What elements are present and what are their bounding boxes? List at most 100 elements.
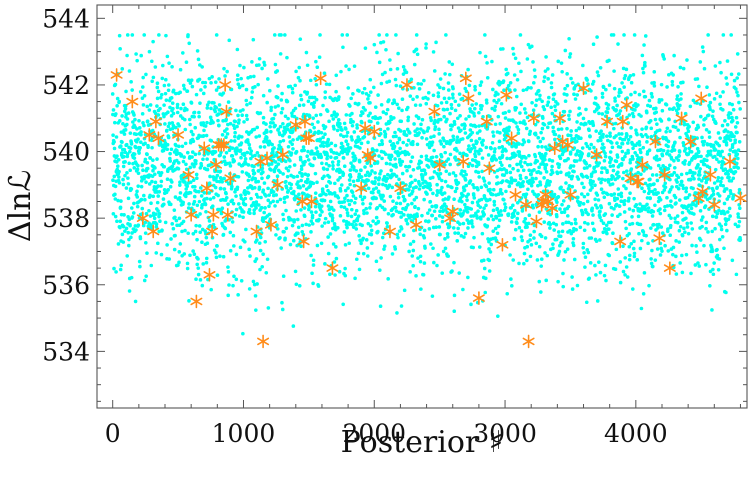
data-point [305,177,310,182]
data-point [128,131,133,135]
data-point [164,98,169,102]
asterisk-point [300,131,313,146]
data-point [536,88,541,93]
data-point [121,177,125,182]
data-point [719,165,724,170]
data-point [247,207,252,212]
data-point [341,302,345,307]
data-point [429,135,433,140]
data-point [267,88,272,93]
data-point [159,179,164,184]
data-point [193,185,197,189]
data-point [349,214,354,219]
data-point [417,165,422,170]
data-point [256,169,261,173]
data-point [175,148,179,153]
data-point [197,110,201,115]
data-point [622,137,627,142]
data-point [711,272,716,277]
data-point [365,254,370,258]
data-point [414,33,419,37]
data-point [408,242,413,246]
data-point [652,84,657,88]
data-point [550,170,555,175]
data-point [516,211,520,216]
data-point [472,114,477,118]
data-point [189,101,194,105]
data-point [350,222,355,227]
data-point [325,167,330,172]
data-point [283,159,288,164]
data-point [589,236,594,240]
data-point [114,135,119,139]
data-point [252,171,257,176]
data-point [492,199,497,204]
data-point [293,83,297,88]
data-point [384,111,389,116]
data-point [727,175,731,180]
data-point [596,105,601,110]
data-point [457,271,462,275]
data-point [675,180,679,184]
data-point [326,204,331,208]
data-point [296,231,300,236]
data-point [560,240,564,244]
data-point [456,181,461,185]
data-point [492,98,496,103]
data-point [567,174,572,179]
data-point [525,244,530,249]
data-point [418,259,423,264]
data-point [501,79,506,83]
data-point [583,265,587,269]
data-point [632,239,636,244]
data-point [458,222,462,226]
data-point [242,65,246,70]
data-point [131,211,136,215]
data-point [255,238,259,242]
data-point [232,159,237,163]
data-point [274,153,279,158]
data-point [328,232,333,236]
data-point [702,139,707,144]
data-point [394,83,399,88]
data-point [165,54,170,59]
data-point [491,134,496,138]
data-point [551,246,555,251]
data-point [285,195,289,199]
data-point [127,217,132,222]
data-point [522,261,526,266]
data-point [593,263,597,268]
data-point [393,247,398,251]
asterisk-point [185,208,198,222]
data-point [297,192,301,197]
data-point [440,219,445,224]
data-point [240,83,245,88]
data-point [204,235,209,240]
data-point [126,196,131,201]
data-point [273,160,278,164]
data-point [413,103,418,107]
data-point [558,234,563,239]
data-point [720,149,724,154]
data-point [420,177,425,182]
data-point [159,92,164,97]
data-point [264,270,269,275]
data-point [518,111,522,115]
data-point [119,144,123,148]
data-point [621,157,625,162]
data-point [224,195,229,200]
data-point [648,196,653,201]
data-point [341,45,345,50]
data-point [295,217,300,222]
data-point [186,231,190,236]
data-point [627,196,631,201]
data-point [585,199,590,204]
data-point [302,162,306,167]
data-point [418,127,423,131]
data-point [476,209,480,213]
data-point [698,167,702,171]
data-point [505,156,509,161]
data-point [511,141,516,145]
data-point [345,142,350,147]
data-point [600,95,605,99]
